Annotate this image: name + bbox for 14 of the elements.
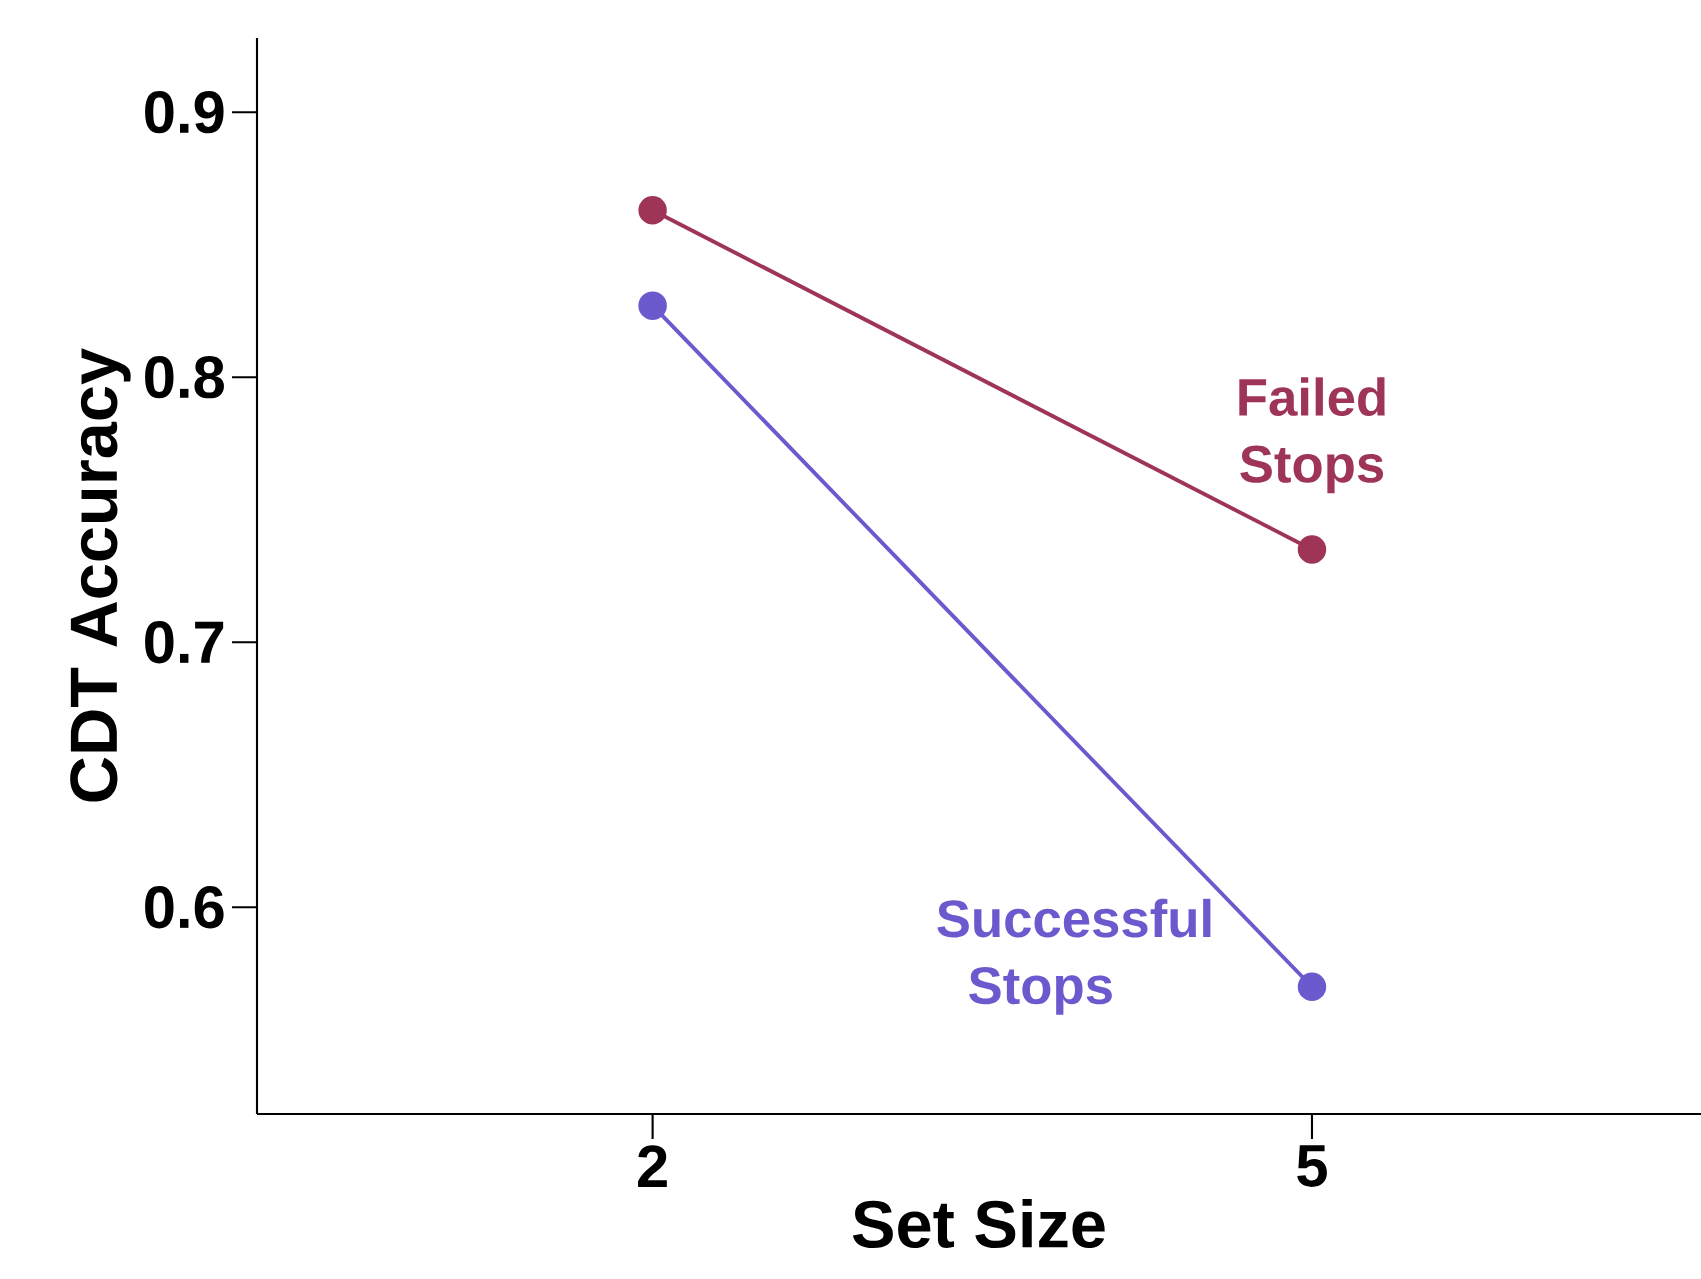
series-label: Failed Stops <box>1239 377 1385 494</box>
y-tick-label: 0.7 <box>145 621 224 664</box>
point <box>638 291 667 320</box>
x-tick-label: 2 <box>638 1145 667 1187</box>
y-axis-title: CDT Accuracy <box>70 348 131 802</box>
y-tick-label: 0.9 <box>145 91 224 134</box>
x-axis-title: Set Size <box>852 1198 1105 1249</box>
y-tick-label: 0.8 <box>145 356 224 399</box>
y-tick-label: 0.6 <box>145 886 224 929</box>
x-tick-label: 5 <box>1297 1145 1327 1187</box>
point <box>638 196 667 225</box>
point <box>1297 535 1327 564</box>
point <box>1297 972 1327 1002</box>
legend-label: Successful Stops <box>937 898 1211 1015</box>
